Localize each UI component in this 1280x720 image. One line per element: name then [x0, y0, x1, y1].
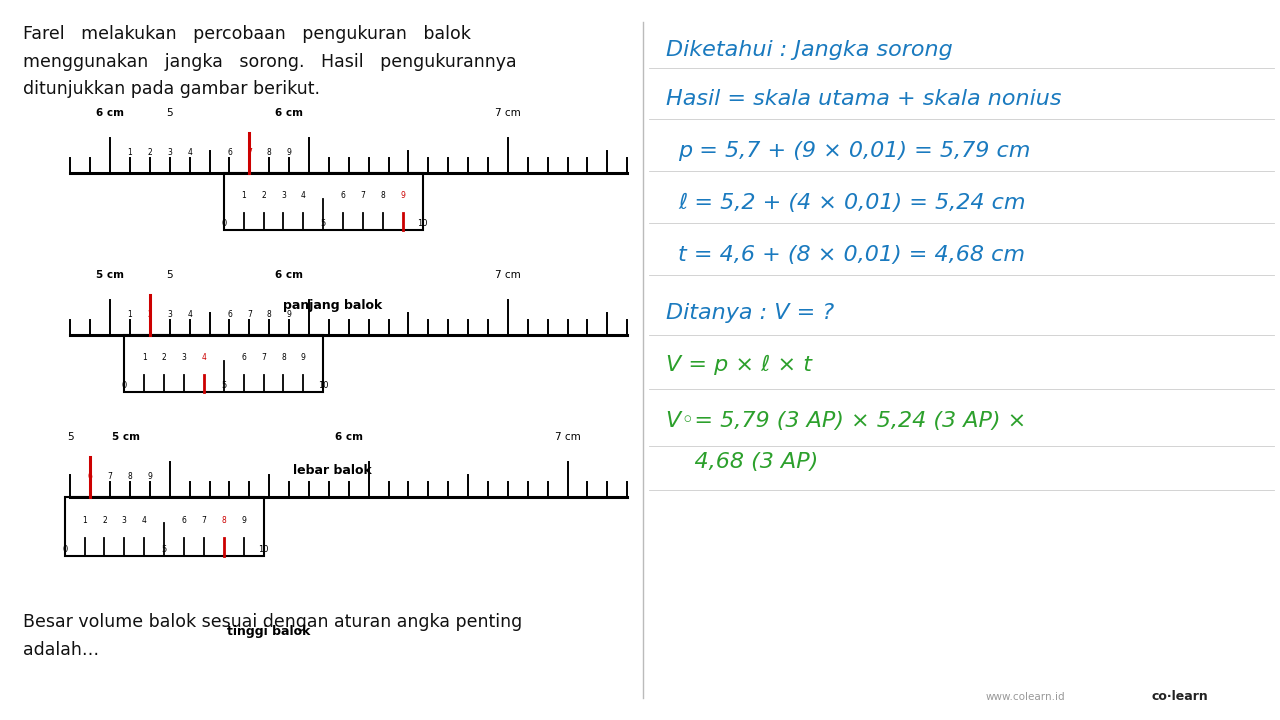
Text: tinggi balok: tinggi balok — [227, 625, 311, 638]
Text: 3: 3 — [168, 310, 173, 319]
Text: 8: 8 — [268, 148, 271, 157]
Text: lebar balok: lebar balok — [293, 464, 372, 477]
Text: 9: 9 — [287, 310, 292, 319]
Text: 4: 4 — [187, 148, 192, 157]
Text: 1: 1 — [82, 516, 87, 525]
Text: panjang balok: panjang balok — [283, 299, 383, 312]
Text: 5: 5 — [320, 219, 326, 228]
Text: 9: 9 — [287, 148, 292, 157]
Text: 9: 9 — [241, 516, 246, 525]
Text: 7: 7 — [247, 310, 252, 319]
Text: 3: 3 — [168, 148, 173, 157]
Text: 2: 2 — [261, 192, 266, 200]
Text: Diketahui : Jangka sorong: Diketahui : Jangka sorong — [666, 40, 952, 60]
Text: 0: 0 — [61, 544, 68, 554]
Text: adalah…: adalah… — [23, 641, 99, 659]
Text: 5: 5 — [166, 269, 173, 279]
Text: co·learn: co·learn — [1152, 690, 1208, 703]
Text: 4: 4 — [187, 310, 192, 319]
Text: 4: 4 — [142, 516, 147, 525]
Text: 6 cm: 6 cm — [96, 107, 124, 117]
Text: 2: 2 — [102, 516, 106, 525]
Text: 3: 3 — [282, 192, 285, 200]
Text: V◦= 5,79 (3 AP) × 5,24 (3 AP) ×: V◦= 5,79 (3 AP) × 5,24 (3 AP) × — [666, 411, 1025, 431]
Text: 0: 0 — [221, 219, 227, 228]
Text: 3: 3 — [182, 354, 187, 362]
Text: 6: 6 — [241, 354, 246, 362]
Text: 5 cm: 5 cm — [113, 431, 140, 441]
Text: 0: 0 — [122, 382, 127, 390]
Text: Ditanya : V = ?: Ditanya : V = ? — [666, 303, 833, 323]
Bar — [65, 497, 264, 556]
Text: 7: 7 — [361, 192, 365, 200]
Text: 4,68 (3 AP): 4,68 (3 AP) — [666, 452, 818, 472]
Text: 9: 9 — [301, 354, 306, 362]
Text: 6: 6 — [88, 472, 92, 481]
Text: 1: 1 — [242, 192, 246, 200]
Text: 7 cm: 7 cm — [495, 269, 521, 279]
Text: 3: 3 — [122, 516, 127, 525]
Text: Hasil = skala utama + skala nonius: Hasil = skala utama + skala nonius — [666, 89, 1061, 109]
Text: 6: 6 — [227, 148, 232, 157]
Text: t = 4,6 + (8 × 0,01) = 4,68 cm: t = 4,6 + (8 × 0,01) = 4,68 cm — [678, 245, 1025, 265]
Bar — [124, 335, 324, 392]
Text: Farel   melakukan   percobaan   pengukuran   balok: Farel melakukan percobaan pengukuran bal… — [23, 25, 471, 43]
Text: 6: 6 — [340, 192, 346, 200]
Text: 7 cm: 7 cm — [495, 107, 521, 117]
Text: 4: 4 — [201, 354, 206, 362]
Bar — [224, 173, 422, 230]
Text: 8: 8 — [128, 472, 132, 481]
Text: 2: 2 — [147, 310, 152, 319]
Text: 8: 8 — [221, 516, 227, 525]
Text: 6: 6 — [182, 516, 187, 525]
Text: 8: 8 — [380, 192, 385, 200]
Text: 7: 7 — [261, 354, 266, 362]
Text: 6: 6 — [227, 310, 232, 319]
Text: 6 cm: 6 cm — [275, 269, 303, 279]
Text: 9: 9 — [147, 472, 152, 481]
Text: 1: 1 — [128, 310, 132, 319]
Text: ℓ = 5,2 + (4 × 0,01) = 5,24 cm: ℓ = 5,2 + (4 × 0,01) = 5,24 cm — [678, 193, 1025, 213]
Text: 5 cm: 5 cm — [96, 269, 124, 279]
Text: 2: 2 — [147, 148, 152, 157]
Text: 10: 10 — [317, 382, 329, 390]
Text: 5: 5 — [221, 382, 227, 390]
Text: 6 cm: 6 cm — [335, 431, 362, 441]
Text: 8: 8 — [268, 310, 271, 319]
Text: 5: 5 — [166, 107, 173, 117]
Text: www.colearn.id: www.colearn.id — [986, 692, 1065, 702]
Text: 5: 5 — [67, 431, 74, 441]
Text: V = p × ℓ × t: V = p × ℓ × t — [666, 355, 812, 375]
Text: 7: 7 — [201, 516, 206, 525]
Text: p = 5,7 + (9 × 0,01) = 5,79 cm: p = 5,7 + (9 × 0,01) = 5,79 cm — [678, 141, 1030, 161]
Text: menggunakan   jangka   sorong.   Hasil   pengukurannya: menggunakan jangka sorong. Hasil penguku… — [23, 53, 517, 71]
Text: ditunjukkan pada gambar berikut.: ditunjukkan pada gambar berikut. — [23, 80, 320, 98]
Text: 7: 7 — [108, 472, 113, 481]
Text: Besar volume balok sesuai dengan aturan angka penting: Besar volume balok sesuai dengan aturan … — [23, 613, 522, 631]
Text: 10: 10 — [259, 544, 269, 554]
Text: 7 cm: 7 cm — [554, 431, 580, 441]
Text: 5: 5 — [161, 544, 166, 554]
Text: 9: 9 — [401, 192, 406, 200]
Text: 4: 4 — [301, 192, 306, 200]
Text: 1: 1 — [128, 148, 132, 157]
Text: 10: 10 — [417, 219, 428, 228]
Text: 1: 1 — [142, 354, 147, 362]
Text: 8: 8 — [282, 354, 285, 362]
Text: 6 cm: 6 cm — [275, 107, 303, 117]
Text: 7: 7 — [247, 148, 252, 157]
Text: 2: 2 — [161, 354, 166, 362]
